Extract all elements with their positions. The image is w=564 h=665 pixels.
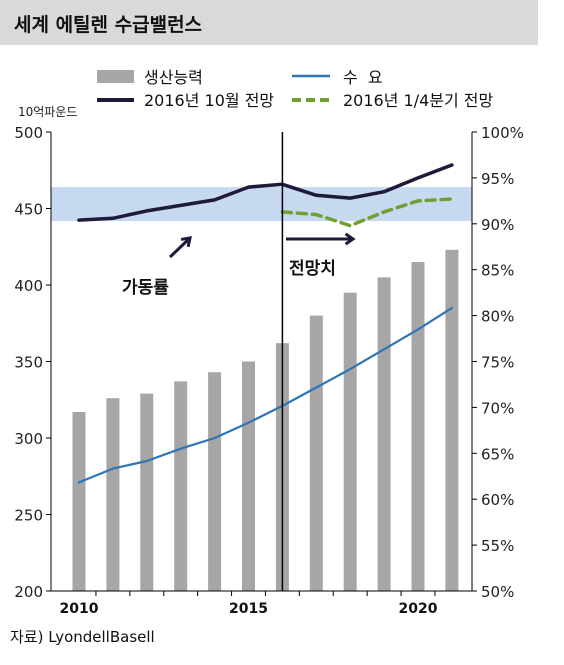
legend-util-oct-label: 2016년 10월 전망	[144, 91, 274, 110]
capacity-bar	[106, 398, 120, 591]
right-tick-label: 85%	[481, 262, 514, 280]
right-tick-label: 90%	[481, 216, 514, 234]
legend-demand-label: 수 요	[343, 68, 383, 87]
capacity-bar	[309, 315, 323, 591]
left-tick-label: 250	[14, 507, 43, 525]
x-tick-label: 2020	[399, 601, 438, 617]
right-tick-label: 75%	[481, 354, 514, 372]
right-tick-label: 95%	[481, 170, 514, 188]
title-bar: 세계 에틸렌 수급밸런스	[0, 0, 538, 45]
utilization-band	[51, 187, 472, 222]
left-tick-label: 350	[14, 354, 43, 372]
capacity-bar	[377, 277, 391, 591]
forecast-arrow-head	[344, 232, 356, 246]
demand-line	[77, 306, 453, 484]
capacity-bar	[343, 292, 357, 591]
right-tick-label: 70%	[481, 399, 514, 417]
left-tick-label: 450	[14, 201, 43, 219]
utilization-arrow-head	[180, 236, 192, 248]
capacity-bar	[140, 393, 154, 591]
left-tick-label: 500	[14, 124, 43, 142]
capacity-bar	[174, 381, 188, 591]
source-note: 자료) LyondellBasell	[10, 628, 155, 646]
utilization-q1-2016-line	[280, 197, 454, 228]
x-tick-label: 2015	[229, 601, 268, 617]
left-axis-unit-label: 10억파운드	[18, 105, 77, 119]
right-tick-label: 60%	[481, 491, 514, 509]
capacity-bar	[411, 262, 425, 591]
utilization-arrow	[168, 236, 192, 259]
right-tick-label: 50%	[481, 583, 514, 601]
legend-capacity-label: 생산능력	[144, 68, 203, 87]
utilization-oct-2016-line	[77, 163, 454, 222]
left-tick-label: 400	[14, 277, 43, 295]
capacity-bar	[445, 249, 459, 591]
capacity-bar	[72, 411, 86, 591]
legend-capacity-swatch	[97, 70, 134, 83]
capacity-bar	[208, 372, 222, 591]
legend-util-q1-label: 2016년 1/4분기 전망	[343, 91, 494, 110]
right-tick-label: 80%	[481, 308, 514, 326]
right-tick-label: 65%	[481, 445, 514, 463]
page-title: 세계 에틸렌 수급밸런스	[14, 14, 203, 36]
right-tick-label: 100%	[481, 124, 524, 142]
forecast-annotation: 전망치	[289, 259, 336, 279]
left-tick-label: 300	[14, 430, 43, 448]
x-tick-label: 2010	[60, 601, 99, 617]
right-tick-label: 55%	[481, 537, 514, 555]
capacity-bar	[242, 361, 255, 591]
left-tick-label: 200	[14, 583, 43, 601]
utilization-annotation: 가동률	[122, 278, 169, 298]
